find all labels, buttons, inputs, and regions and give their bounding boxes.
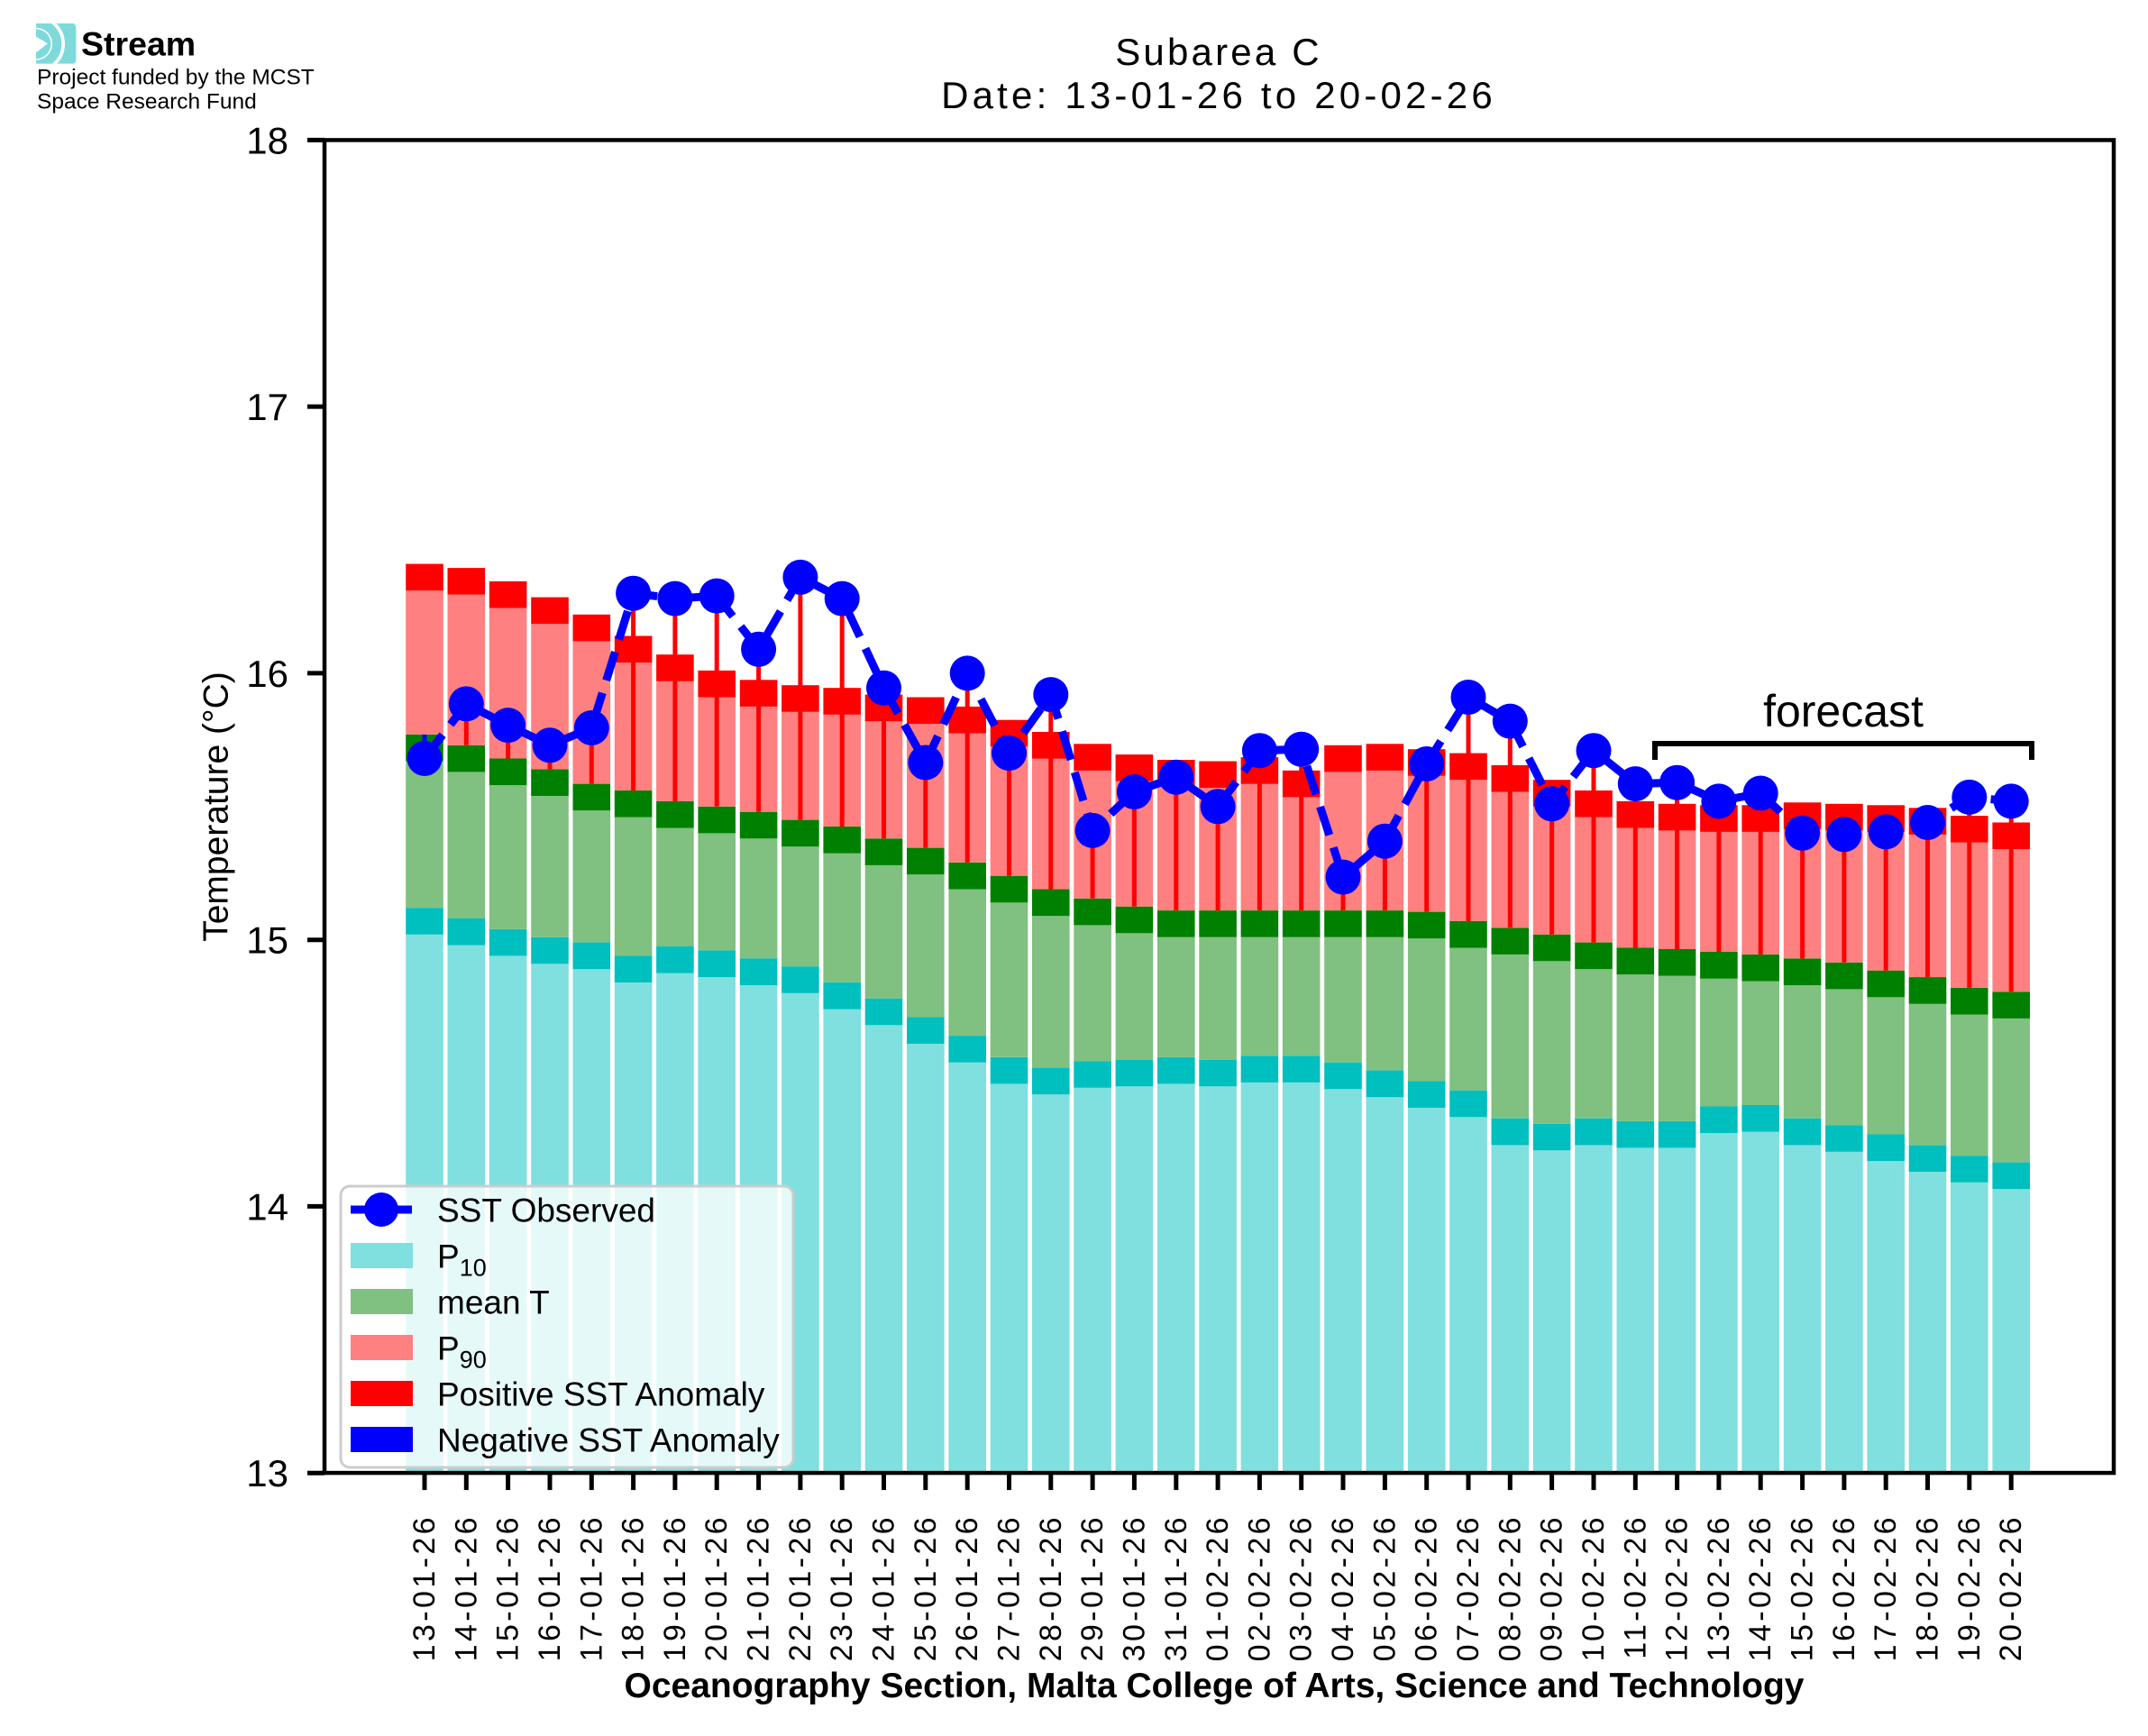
- svg-text:18-01-26: 18-01-26: [617, 1514, 651, 1661]
- svg-text:07-02-26: 07-02-26: [1451, 1514, 1485, 1661]
- svg-text:16-02-26: 16-02-26: [1827, 1514, 1861, 1661]
- svg-text:30-01-26: 30-01-26: [1117, 1514, 1151, 1661]
- svg-text:Date: 13-01-26 to 20-02-26: Date: 13-01-26 to 20-02-26: [941, 74, 1496, 116]
- svg-text:02-02-26: 02-02-26: [1242, 1514, 1276, 1661]
- svg-text:23-01-26: 23-01-26: [825, 1514, 859, 1661]
- svg-text:08-02-26: 08-02-26: [1493, 1514, 1527, 1661]
- svg-text:15-02-26: 15-02-26: [1786, 1514, 1820, 1661]
- svg-text:17-02-26: 17-02-26: [1869, 1514, 1903, 1661]
- svg-text:14: 14: [246, 1185, 288, 1228]
- svg-text:28-01-26: 28-01-26: [1034, 1514, 1068, 1661]
- svg-text:03-02-26: 03-02-26: [1284, 1514, 1319, 1661]
- svg-text:19-02-26: 19-02-26: [1952, 1514, 1987, 1661]
- svg-text:18-02-26: 18-02-26: [1911, 1514, 1945, 1661]
- svg-text:24-01-26: 24-01-26: [867, 1514, 901, 1661]
- svg-text:Stream: Stream: [81, 25, 196, 63]
- svg-text:12-02-26: 12-02-26: [1660, 1514, 1695, 1661]
- svg-text:05-02-26: 05-02-26: [1367, 1514, 1402, 1661]
- svg-text:Positive SST Anomaly: Positive SST Anomaly: [437, 1376, 765, 1413]
- svg-text:16: 16: [246, 653, 288, 695]
- svg-text:14-01-26: 14-01-26: [449, 1514, 483, 1661]
- svg-text:Negative SST Anomaly: Negative SST Anomaly: [437, 1422, 780, 1459]
- svg-text:Project funded by the MCST: Project funded by the MCST: [37, 66, 315, 90]
- svg-text:25-01-26: 25-01-26: [909, 1514, 943, 1661]
- svg-text:27-01-26: 27-01-26: [992, 1514, 1027, 1661]
- svg-text:Temperature (°C): Temperature (°C): [197, 672, 236, 942]
- svg-text:20-02-26: 20-02-26: [1994, 1514, 2028, 1661]
- svg-text:19-01-26: 19-01-26: [658, 1514, 692, 1661]
- svg-text:11-02-26: 11-02-26: [1618, 1514, 1652, 1659]
- svg-text:Subarea C: Subarea C: [1115, 31, 1322, 73]
- svg-text:31-01-26: 31-01-26: [1159, 1514, 1193, 1661]
- svg-text:mean T: mean T: [437, 1284, 550, 1321]
- svg-text:20-01-26: 20-01-26: [699, 1514, 734, 1661]
- svg-text:Oceanography Section, Malta Co: Oceanography Section, Malta College of A…: [625, 1667, 1805, 1705]
- svg-text:15-01-26: 15-01-26: [491, 1514, 526, 1661]
- svg-text:Space Research Fund: Space Research Fund: [37, 90, 257, 114]
- svg-text:13: 13: [246, 1452, 288, 1494]
- svg-text:13-01-26: 13-01-26: [407, 1514, 442, 1661]
- svg-text:17-01-26: 17-01-26: [574, 1514, 608, 1661]
- svg-text:22-01-26: 22-01-26: [783, 1514, 818, 1661]
- svg-text:14-02-26: 14-02-26: [1743, 1514, 1778, 1661]
- svg-text:06-02-26: 06-02-26: [1410, 1514, 1444, 1661]
- svg-text:13-02-26: 13-02-26: [1702, 1514, 1736, 1661]
- svg-text:10-02-26: 10-02-26: [1577, 1514, 1611, 1661]
- svg-text:SST Observed: SST Observed: [437, 1192, 655, 1229]
- svg-text:forecast: forecast: [1763, 686, 1924, 736]
- svg-text:04-02-26: 04-02-26: [1326, 1514, 1360, 1661]
- svg-text:16-01-26: 16-01-26: [533, 1514, 567, 1661]
- svg-text:01-02-26: 01-02-26: [1201, 1514, 1235, 1661]
- svg-text:26-01-26: 26-01-26: [950, 1514, 984, 1661]
- svg-text:18: 18: [246, 119, 288, 161]
- svg-text:09-02-26: 09-02-26: [1535, 1514, 1569, 1661]
- svg-text:29-01-26: 29-01-26: [1075, 1514, 1110, 1661]
- svg-text:15: 15: [246, 919, 288, 962]
- svg-text:17: 17: [246, 386, 288, 428]
- svg-text:21-01-26: 21-01-26: [742, 1514, 776, 1661]
